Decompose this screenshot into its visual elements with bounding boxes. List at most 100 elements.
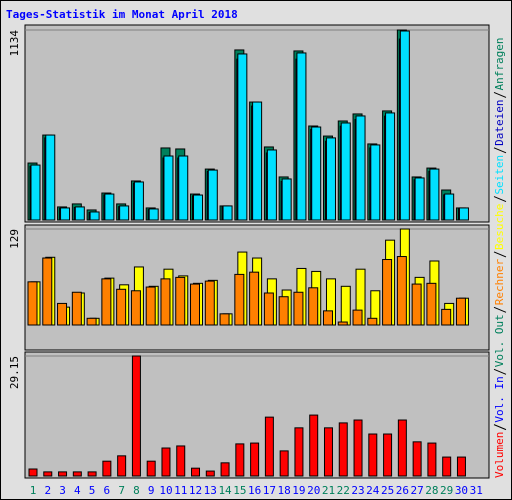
bar xyxy=(338,422,348,477)
x-tick-label: 2 xyxy=(44,484,51,497)
x-tick-label: 15 xyxy=(233,484,246,497)
bar xyxy=(28,468,38,477)
bar xyxy=(293,291,304,326)
x-tick-label: 11 xyxy=(174,484,187,497)
bar xyxy=(220,462,230,477)
bar xyxy=(396,256,407,326)
x-tick-label: 10 xyxy=(159,484,172,497)
bar xyxy=(87,471,97,477)
bar xyxy=(102,460,112,477)
bar xyxy=(89,211,100,221)
x-tick-label: 20 xyxy=(307,484,320,497)
x-tick-label: 24 xyxy=(366,484,380,497)
bar xyxy=(178,155,189,221)
bar xyxy=(148,208,159,221)
bar xyxy=(57,302,68,326)
x-tick-label: 6 xyxy=(104,484,111,497)
x-tick-label: 31 xyxy=(470,484,483,497)
bar xyxy=(234,273,245,326)
bar xyxy=(442,456,452,477)
x-tick-label: 23 xyxy=(351,484,364,497)
bar xyxy=(204,280,215,326)
bar xyxy=(205,470,215,477)
legend-entry: Besuche xyxy=(493,204,506,250)
bar xyxy=(427,442,437,477)
bar xyxy=(368,433,378,477)
bar xyxy=(104,193,115,221)
bar xyxy=(222,205,233,221)
bar xyxy=(325,137,336,221)
bar xyxy=(116,288,127,326)
legend-entry: Anfragen xyxy=(493,37,506,90)
legend-separator xyxy=(493,147,507,154)
y-tick-label: 129 xyxy=(8,229,21,249)
bar xyxy=(161,447,171,477)
bar xyxy=(219,313,230,326)
bar xyxy=(456,456,466,477)
legend: Volumen Vol. In Vol. Out Rechner Besuche Seit… xyxy=(493,37,507,478)
bar xyxy=(160,278,171,326)
bar xyxy=(131,355,141,477)
bar xyxy=(309,414,319,477)
legend-entry: Dateien xyxy=(493,99,506,145)
bar xyxy=(119,205,130,221)
bar xyxy=(74,206,85,221)
x-tick-label: 13 xyxy=(204,484,217,497)
bar xyxy=(191,467,201,477)
bar xyxy=(444,193,455,221)
x-tick-label: 26 xyxy=(396,484,409,497)
bar xyxy=(279,450,289,477)
bar xyxy=(176,445,186,477)
bar xyxy=(340,122,351,221)
bar xyxy=(235,443,245,477)
bar xyxy=(355,115,366,221)
y-tick-label: 29.15 xyxy=(8,356,21,389)
bar xyxy=(86,317,97,326)
bar xyxy=(250,442,260,477)
x-tick-label: 4 xyxy=(74,484,81,497)
bar xyxy=(278,296,289,326)
legend-entry: Seiten xyxy=(493,155,506,195)
x-tick-label: 7 xyxy=(118,484,125,497)
bar xyxy=(72,471,82,477)
bar xyxy=(352,309,363,326)
legend-entry: Vol. In xyxy=(493,376,506,422)
bar xyxy=(175,276,186,326)
x-tick-label: 25 xyxy=(381,484,394,497)
x-tick-label: 19 xyxy=(292,484,305,497)
bar xyxy=(207,169,218,221)
bar xyxy=(367,317,378,326)
bar xyxy=(397,419,407,477)
x-tick-label: 29 xyxy=(440,484,453,497)
y-tick-label: 1134 xyxy=(8,30,21,57)
x-tick-label: 30 xyxy=(455,484,468,497)
bar xyxy=(296,52,307,221)
bar xyxy=(71,291,82,326)
bar xyxy=(308,287,319,326)
bar xyxy=(42,257,53,326)
legend-separator xyxy=(493,306,507,313)
bar xyxy=(294,427,304,477)
bar xyxy=(266,149,277,221)
legend-separator xyxy=(493,424,507,431)
bar xyxy=(399,30,410,221)
bar xyxy=(43,471,53,477)
bar xyxy=(263,292,274,326)
bar xyxy=(323,427,333,477)
bar xyxy=(249,271,260,326)
x-tick-label: 21 xyxy=(322,484,335,497)
bar xyxy=(252,101,263,221)
legend-entry: Vol. Out xyxy=(493,314,506,367)
bar xyxy=(455,297,466,326)
bar xyxy=(130,290,141,326)
bar xyxy=(30,164,41,221)
bar xyxy=(412,441,422,477)
x-tick-label: 18 xyxy=(278,484,291,497)
bar xyxy=(311,126,322,221)
x-tick-label: 8 xyxy=(133,484,140,497)
bar xyxy=(414,177,425,221)
bar xyxy=(429,168,440,221)
bar xyxy=(193,194,204,221)
x-tick-label: 3 xyxy=(59,484,66,497)
